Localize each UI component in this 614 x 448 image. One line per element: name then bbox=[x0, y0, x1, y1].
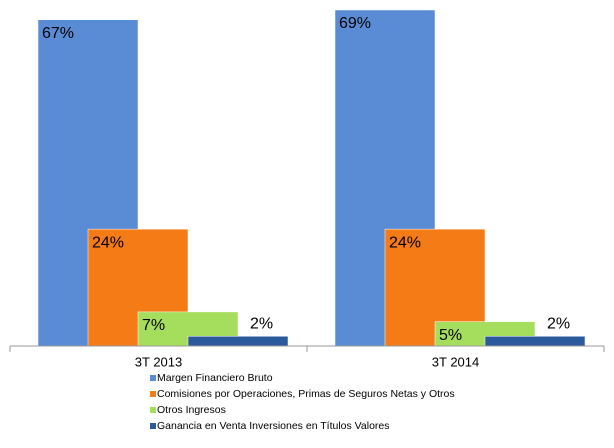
legend-swatch bbox=[150, 391, 156, 397]
value-label: 24% bbox=[92, 234, 124, 251]
legend-label: Otros Ingresos bbox=[157, 404, 226, 416]
legend-label: Comisiones por Operaciones, Primas de Se… bbox=[157, 388, 455, 400]
bar bbox=[187, 336, 289, 347]
legend-label: Margen Financiero Bruto bbox=[157, 372, 273, 384]
x-tick-label: 3T 2013 bbox=[135, 354, 182, 369]
value-label: 69% bbox=[339, 15, 371, 32]
bar bbox=[484, 336, 586, 347]
value-label: 7% bbox=[142, 317, 165, 334]
legend-swatch bbox=[150, 375, 156, 381]
legend-swatch bbox=[150, 423, 156, 429]
value-label: 5% bbox=[439, 327, 462, 344]
value-label: 2% bbox=[250, 315, 273, 332]
value-label: 67% bbox=[42, 25, 74, 42]
value-label: 24% bbox=[389, 234, 421, 251]
legend-swatch bbox=[150, 407, 156, 413]
x-tick-label: 3T 2014 bbox=[432, 354, 479, 369]
legend-label: Ganancia en Venta Inversiones en Títulos… bbox=[157, 420, 390, 432]
value-label: 2% bbox=[547, 315, 570, 332]
